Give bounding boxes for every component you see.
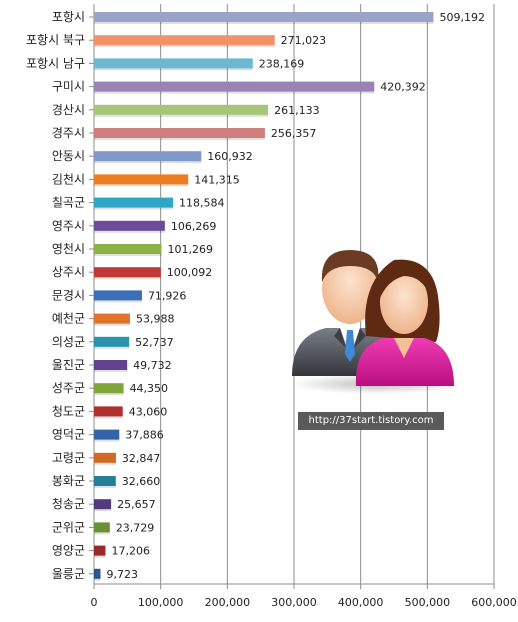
- data-label: 37,886: [125, 429, 163, 442]
- data-label: 238,169: [259, 57, 305, 70]
- bar: [94, 128, 265, 138]
- bar: [94, 499, 112, 510]
- category-label: 고령군: [52, 451, 85, 465]
- x-tick-label: 0: [91, 596, 98, 609]
- data-label: 43,060: [129, 405, 168, 418]
- bar: [94, 476, 116, 486]
- bar: [94, 429, 120, 440]
- bar: [94, 35, 275, 46]
- data-label: 509,192: [439, 11, 485, 24]
- bar: [94, 58, 253, 69]
- bar: [94, 12, 434, 22]
- data-label: 49,732: [133, 359, 172, 372]
- category-label: 영주시: [52, 219, 85, 233]
- data-label: 271,023: [281, 34, 327, 47]
- data-label: 32,847: [122, 452, 161, 465]
- category-label: 울진군: [52, 358, 85, 372]
- data-label: 118,584: [179, 197, 225, 210]
- label-layer: 0 100,000 200,000 300,000 400,000 500,000 600,…: [26, 10, 517, 609]
- data-label: 141,315: [194, 173, 240, 186]
- category-label: 영덕군: [52, 428, 85, 442]
- x-tick-label: 200,000: [205, 596, 251, 609]
- category-label: 군위군: [52, 520, 85, 534]
- bar-layer: [94, 12, 434, 581]
- category-label: 울릉군: [52, 567, 85, 581]
- category-label: 경주시: [52, 126, 85, 140]
- data-label: 52,737: [135, 336, 174, 349]
- category-label: 문경시: [52, 288, 85, 302]
- category-label: 구미시: [52, 80, 85, 94]
- bar: [94, 267, 161, 278]
- data-label: 160,932: [207, 150, 253, 163]
- data-label: 9,723: [106, 568, 137, 581]
- x-tick-label: 600,000: [471, 596, 517, 609]
- category-label: 포항시 북구: [26, 33, 85, 47]
- bar: [94, 522, 110, 533]
- category-label: 봉화군: [52, 474, 85, 488]
- category-label: 포항시 남구: [26, 56, 85, 70]
- x-tick-label: 300,000: [271, 596, 317, 609]
- data-label: 17,206: [111, 545, 150, 558]
- category-label: 김천시: [52, 171, 85, 186]
- bar: [94, 151, 202, 162]
- woman-figure: [355, 259, 454, 386]
- bar: [94, 336, 130, 347]
- data-label: 101,269: [168, 243, 214, 256]
- bar: [94, 290, 142, 301]
- bar: [94, 406, 123, 417]
- category-label: 예천군: [52, 311, 85, 326]
- data-label: 256,357: [271, 127, 317, 140]
- data-label: 71,926: [148, 289, 187, 302]
- bar: [94, 220, 165, 231]
- bar: [94, 313, 130, 324]
- bar: [94, 174, 189, 185]
- category-label: 영천시: [52, 241, 85, 256]
- business-people-icon: [290, 250, 466, 394]
- bar: [94, 104, 269, 115]
- data-label: 44,350: [130, 382, 169, 395]
- bar: [94, 81, 375, 92]
- category-label: 청송군: [52, 497, 85, 511]
- watermark-url: http://37start.tistory.com: [298, 412, 444, 430]
- category-label: 경산시: [52, 103, 85, 117]
- bar: [94, 197, 174, 208]
- data-label: 100,092: [167, 266, 213, 279]
- data-label: 23,729: [116, 521, 155, 534]
- data-label: 25,657: [117, 498, 156, 511]
- bar: [94, 568, 101, 579]
- bar: [94, 383, 124, 394]
- category-label: 성주군: [52, 381, 85, 395]
- x-tick-label: 400,000: [338, 596, 384, 609]
- category-label: 영양군: [52, 544, 85, 558]
- data-label: 32,660: [122, 475, 161, 488]
- bar: [94, 244, 162, 254]
- bar: [94, 545, 106, 556]
- x-tick-label: 500,000: [405, 596, 451, 609]
- category-label: 의성군: [52, 335, 85, 349]
- category-label: 포항시: [52, 10, 85, 24]
- bar: [94, 452, 116, 463]
- data-label: 106,269: [171, 220, 217, 233]
- category-label: 상주시: [52, 265, 85, 279]
- data-label: 420,392: [380, 81, 426, 94]
- category-label: 청도군: [52, 404, 85, 418]
- x-tick-label: 100,000: [138, 596, 184, 609]
- data-label: 53,988: [136, 313, 175, 326]
- data-label: 261,133: [274, 104, 320, 117]
- category-label: 칠곡군: [52, 196, 85, 210]
- category-label: 안동시: [52, 149, 85, 163]
- bar: [94, 360, 128, 370]
